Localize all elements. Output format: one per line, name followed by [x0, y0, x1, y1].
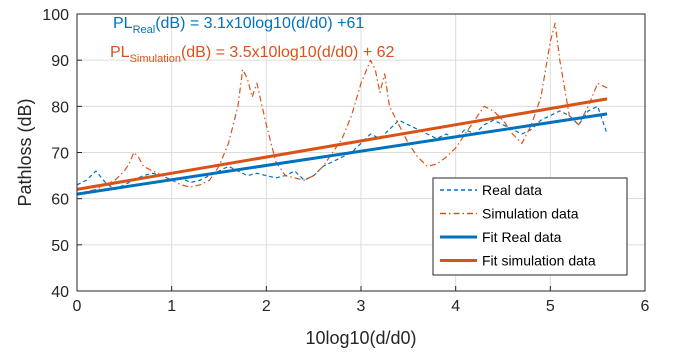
- equation-real-subscript: Real: [133, 24, 156, 36]
- x-axis-label: 10log10(d/d0): [305, 328, 416, 348]
- series-layer: [76, 22, 608, 196]
- y-tick-label: 90: [51, 53, 69, 70]
- x-tick-label: 3: [357, 298, 366, 315]
- x-tick-label: 0: [73, 298, 82, 315]
- legend-label-fit-real-data: Fit Real data: [482, 229, 562, 245]
- equation-simulation-prefix: PL: [110, 44, 130, 61]
- y-tick-label: 80: [51, 99, 69, 116]
- series-real-data: [76, 105, 608, 190]
- legend-entry-fit-real-data: Fit Real data: [440, 229, 562, 245]
- equation-real-suffix: (dB) = 3.1x10log10(d/d0) +61: [155, 15, 364, 32]
- equation-simulation-suffix: (dB) = 3.5x10log10(d/d0) + 62: [181, 44, 395, 61]
- equation-simulation: PLSimulation(dB) = 3.5x10log10(d/d0) + 6…: [110, 44, 395, 65]
- legend-box: [432, 177, 628, 276]
- y-tick-label: 50: [51, 238, 69, 255]
- x-tick-label: 6: [641, 298, 650, 315]
- legend-label-fit-simulation-data: Fit simulation data: [482, 253, 596, 269]
- x-tick-label: 2: [262, 298, 271, 315]
- y-tick-label: 100: [42, 7, 69, 24]
- legend-entry-simulation-data: Simulation data: [440, 206, 579, 222]
- legend-entry-fit-simulation-data: Fit simulation data: [440, 253, 596, 269]
- x-tick-label: 1: [167, 298, 176, 315]
- equation-real: PLReal(dB) = 3.1x10log10(d/d0) +61: [113, 15, 364, 36]
- x-tick-label: 5: [546, 298, 555, 315]
- fit-equations: PLReal(dB) = 3.1x10log10(d/d0) +61 PLSim…: [110, 15, 395, 65]
- equation-simulation-subscript: Simulation: [130, 53, 181, 65]
- y-axis-label: Pathloss (dB): [15, 98, 35, 206]
- legend-label-real-data: Real data: [482, 182, 542, 198]
- y-tick-label: 70: [51, 146, 69, 163]
- series-fit-real-data: [76, 112, 608, 196]
- series-fit-simulation-data: [76, 97, 608, 191]
- tick-labels: 0 1 2 3 4 5 6 40 50 60 70 80 90 100: [42, 7, 649, 315]
- legend-entry-real-data: Real data: [440, 182, 542, 198]
- legend: Real data Simulation data Fit Real data …: [432, 177, 628, 276]
- y-tick-label: 60: [51, 192, 69, 209]
- equation-real-prefix: PL: [113, 15, 133, 32]
- y-tick-label: 40: [51, 284, 69, 301]
- x-tick-label: 4: [451, 298, 460, 315]
- legend-label-simulation-data: Simulation data: [482, 206, 579, 222]
